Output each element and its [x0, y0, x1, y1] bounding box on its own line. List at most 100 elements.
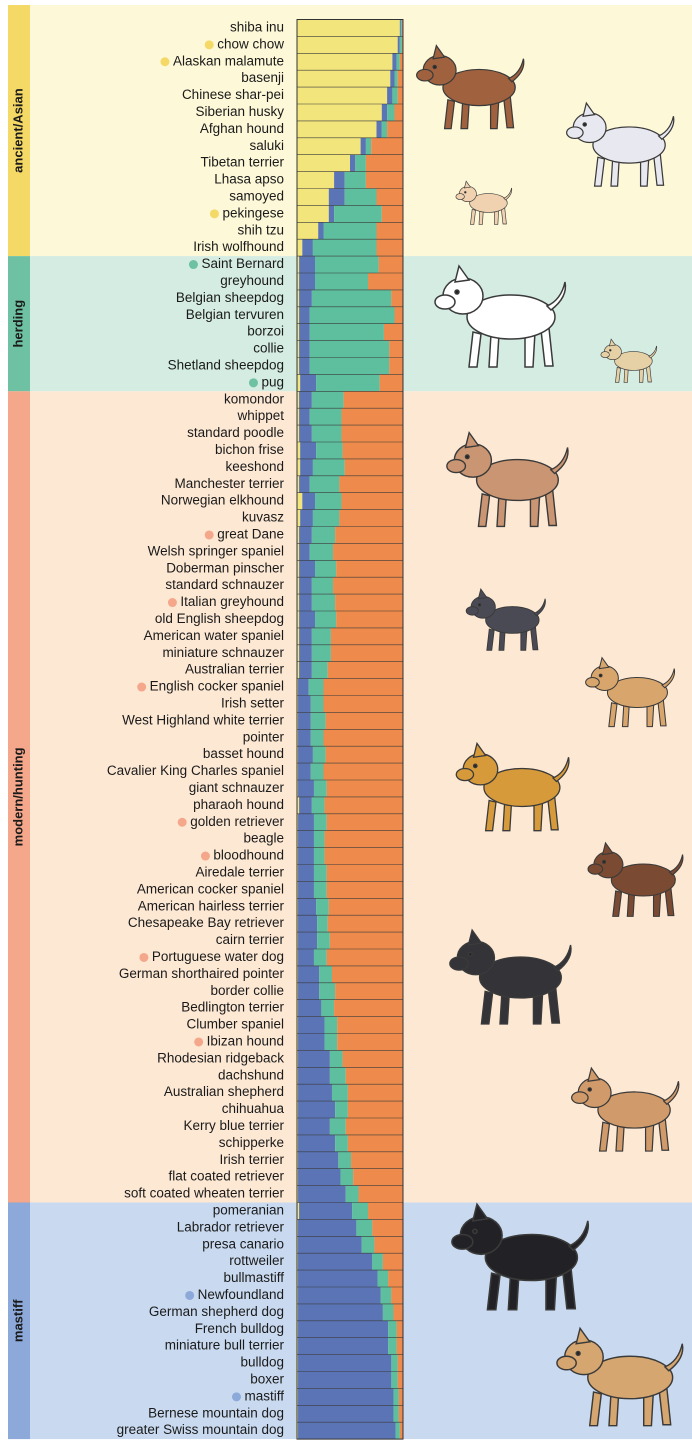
breed-marker [204, 40, 214, 50]
bar-segment [347, 1084, 403, 1102]
bar-segment [326, 949, 403, 966]
breed-label: bichon frise [215, 442, 284, 457]
bar-segment [299, 526, 312, 544]
bar-segment [394, 306, 403, 324]
breed-label: soft coated wheaten terrier [124, 1186, 284, 1201]
breed-label: golden retriever [190, 814, 284, 829]
bar-segment [313, 847, 325, 865]
group-strip [8, 5, 30, 257]
group-strip [8, 256, 30, 392]
breed-label: pharaoh hound [193, 797, 284, 812]
bar-segment [297, 763, 299, 780]
bar-segment [313, 780, 327, 797]
bar-segment [309, 323, 384, 341]
bar-segment [315, 256, 379, 273]
bar-segment [338, 1151, 352, 1169]
breed-label: Doberman pinscher [166, 560, 284, 575]
breed-label: American water spaniel [144, 628, 284, 643]
bar-segment [341, 425, 403, 442]
breed-label: American hairless terrier [138, 898, 285, 913]
bar-segment [297, 982, 299, 1000]
breed-label: dachshund [218, 1067, 284, 1082]
bar-segment [323, 222, 377, 240]
bar-segment [394, 104, 403, 121]
bar-segment [317, 915, 328, 933]
bar-segment [297, 1084, 299, 1102]
bar-segment [299, 425, 312, 442]
breed-label: Cavalier King Charles spaniel [107, 763, 284, 778]
breed-label: German shorthaired pointer [119, 966, 285, 981]
bar-segment [399, 53, 403, 71]
bar-segment [353, 1168, 403, 1186]
structure-bars [296, 19, 404, 1440]
bar-segment [344, 171, 366, 189]
breed-label: great Dane [217, 527, 284, 542]
bar-segment [398, 1405, 403, 1423]
bar-segment [297, 965, 299, 983]
breed-label: Belgian tervuren [186, 307, 284, 322]
bar-segment [344, 188, 377, 206]
bar-segment [324, 1033, 338, 1051]
bar-segment [298, 965, 320, 983]
bar-segment [311, 577, 334, 595]
bar-segment [297, 644, 300, 662]
bar-segment [298, 1337, 389, 1355]
bar-segment [297, 171, 335, 189]
bar-segment [397, 36, 400, 54]
bar-segment [339, 509, 403, 527]
bar-segment [313, 830, 325, 848]
bar-segment [318, 222, 324, 240]
bar-segment [393, 1388, 399, 1406]
bar-segment [396, 1320, 403, 1338]
bar-segment [299, 273, 316, 290]
breed-label: Australian terrier [185, 662, 285, 677]
bar-segment [297, 306, 300, 324]
bar-segment [308, 678, 324, 696]
bar-segment [360, 137, 366, 155]
bar-segment [324, 796, 403, 814]
bar-segment [317, 932, 330, 949]
bar-segment [309, 306, 395, 324]
bar-segment [374, 1236, 403, 1254]
bar-segment [368, 273, 403, 290]
bar-segment [335, 982, 403, 1000]
bar-segment [334, 999, 403, 1017]
bar-segment [297, 1168, 299, 1186]
bar-segment [297, 932, 299, 949]
breed-label: Chesapeake Bay retriever [128, 915, 285, 930]
bar-segment [299, 289, 312, 307]
bar-segment [372, 1219, 403, 1237]
bar-segment [298, 712, 311, 730]
breed-label: Australian shepherd [164, 1084, 284, 1099]
bar-segment [311, 425, 342, 442]
bar-segment [299, 391, 312, 409]
breed-label: rottweiler [229, 1253, 284, 1268]
bar-segment [390, 70, 395, 88]
bar-segment [297, 70, 391, 88]
bar-segment [327, 915, 403, 933]
bar-segment [297, 222, 319, 240]
bar-segment [334, 205, 382, 223]
bar-segment [372, 1253, 383, 1271]
bar-segment [297, 577, 300, 595]
bar-segment [297, 104, 382, 121]
bar-segment [297, 19, 400, 37]
bar-segment [387, 120, 403, 138]
bar-segment [316, 442, 343, 459]
bar-segment [298, 1084, 332, 1102]
bar-segment [393, 1303, 403, 1321]
bar-segment [311, 661, 328, 679]
bar-segment [298, 1016, 325, 1034]
bar-segment [297, 1101, 299, 1118]
bar-segment [326, 813, 403, 831]
bar-segment [298, 678, 309, 696]
bar-segment [311, 594, 336, 611]
bar-segment [298, 1354, 392, 1372]
breed-label: bullmastiff [223, 1270, 284, 1285]
breed-marker [139, 952, 149, 962]
bar-segment [298, 1219, 357, 1237]
bar-segment [298, 1067, 330, 1085]
breed-label: bulldog [240, 1355, 284, 1370]
